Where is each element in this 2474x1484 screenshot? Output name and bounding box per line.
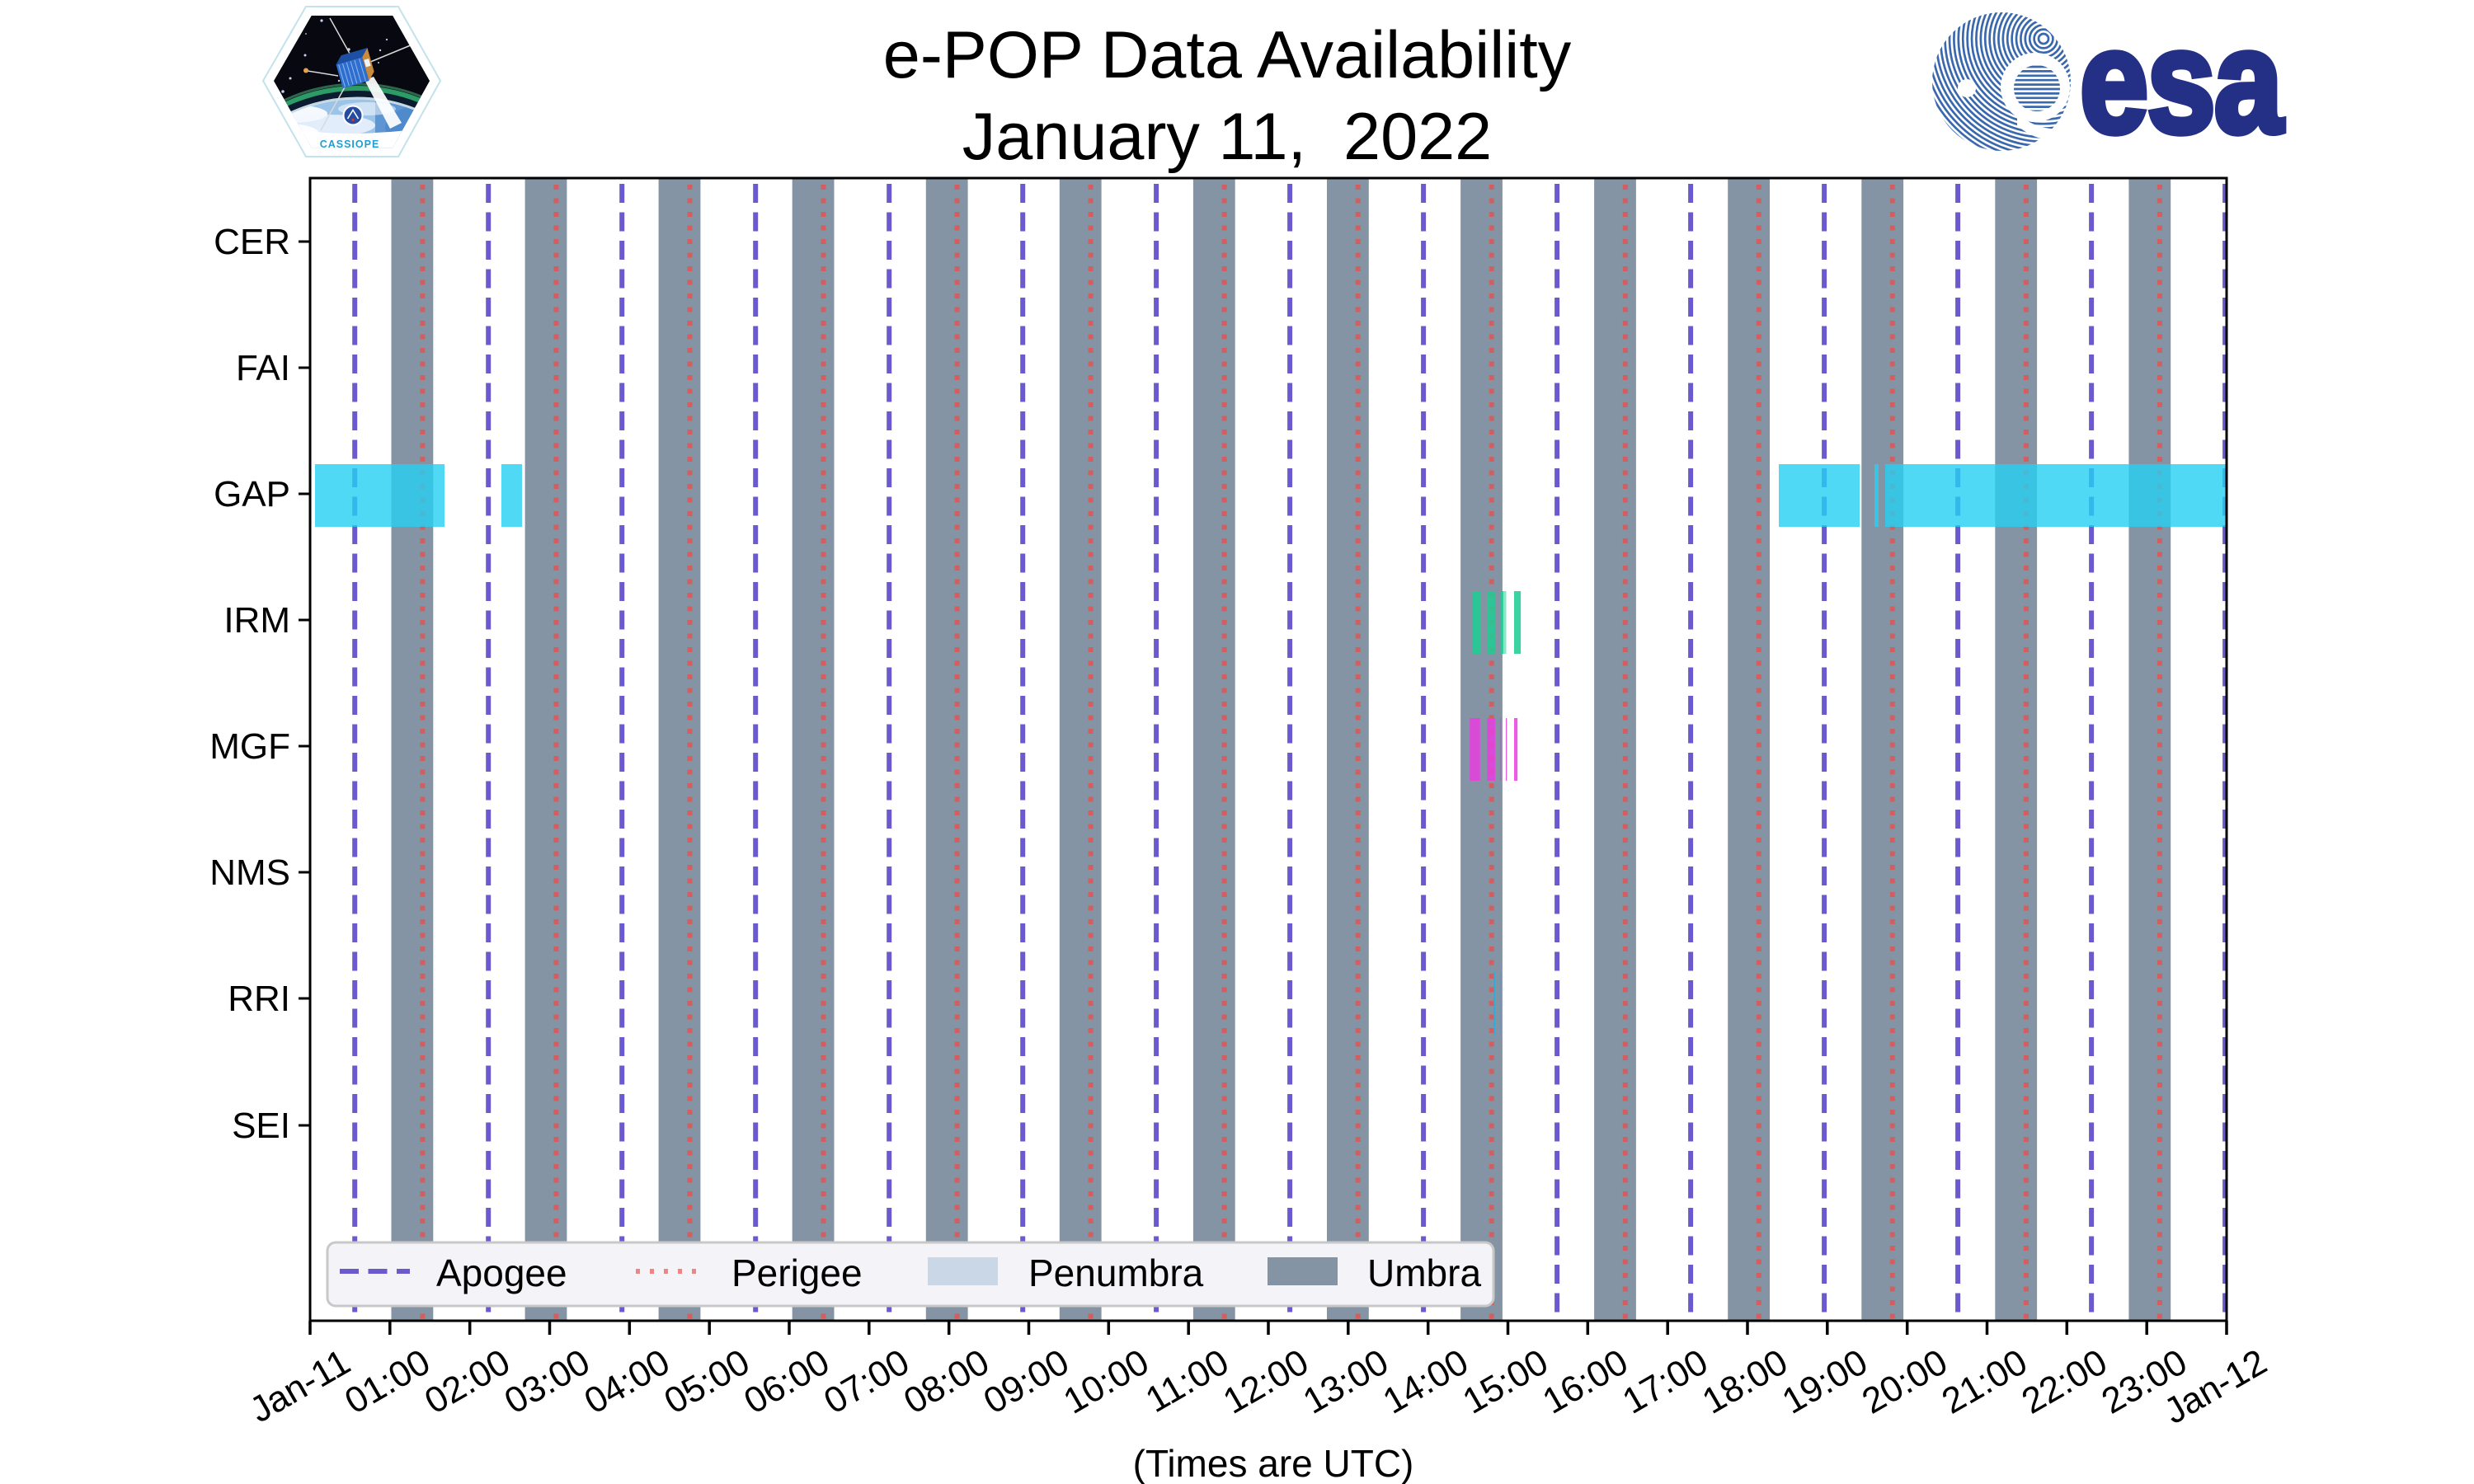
svg-text:esa: esa: [2080, 0, 2284, 163]
svg-text:RRI: RRI: [228, 979, 290, 1019]
svg-text:GAP: GAP: [214, 474, 290, 514]
svg-text:Apogee: Apogee: [436, 1252, 567, 1294]
svg-text:(Times are UTC): (Times are UTC): [1133, 1442, 1414, 1484]
svg-text:FAI: FAI: [236, 348, 290, 388]
svg-text:MGF: MGF: [209, 726, 290, 767]
svg-text:SEI: SEI: [232, 1106, 290, 1146]
svg-text:January 11, 2022: January 11, 2022: [962, 100, 1492, 174]
svg-text:Perigee: Perigee: [731, 1252, 863, 1294]
svg-text:CASSIOPE: CASSIOPE: [320, 139, 380, 150]
svg-text:e-POP Data Availability: e-POP Data Availability: [883, 18, 1572, 92]
svg-text:Penumbra: Penumbra: [1028, 1252, 1204, 1294]
svg-text:CER: CER: [214, 222, 290, 262]
svg-text:Umbra: Umbra: [1367, 1252, 1481, 1294]
svg-text:NMS: NMS: [209, 852, 290, 893]
svg-text:IRM: IRM: [223, 600, 290, 641]
